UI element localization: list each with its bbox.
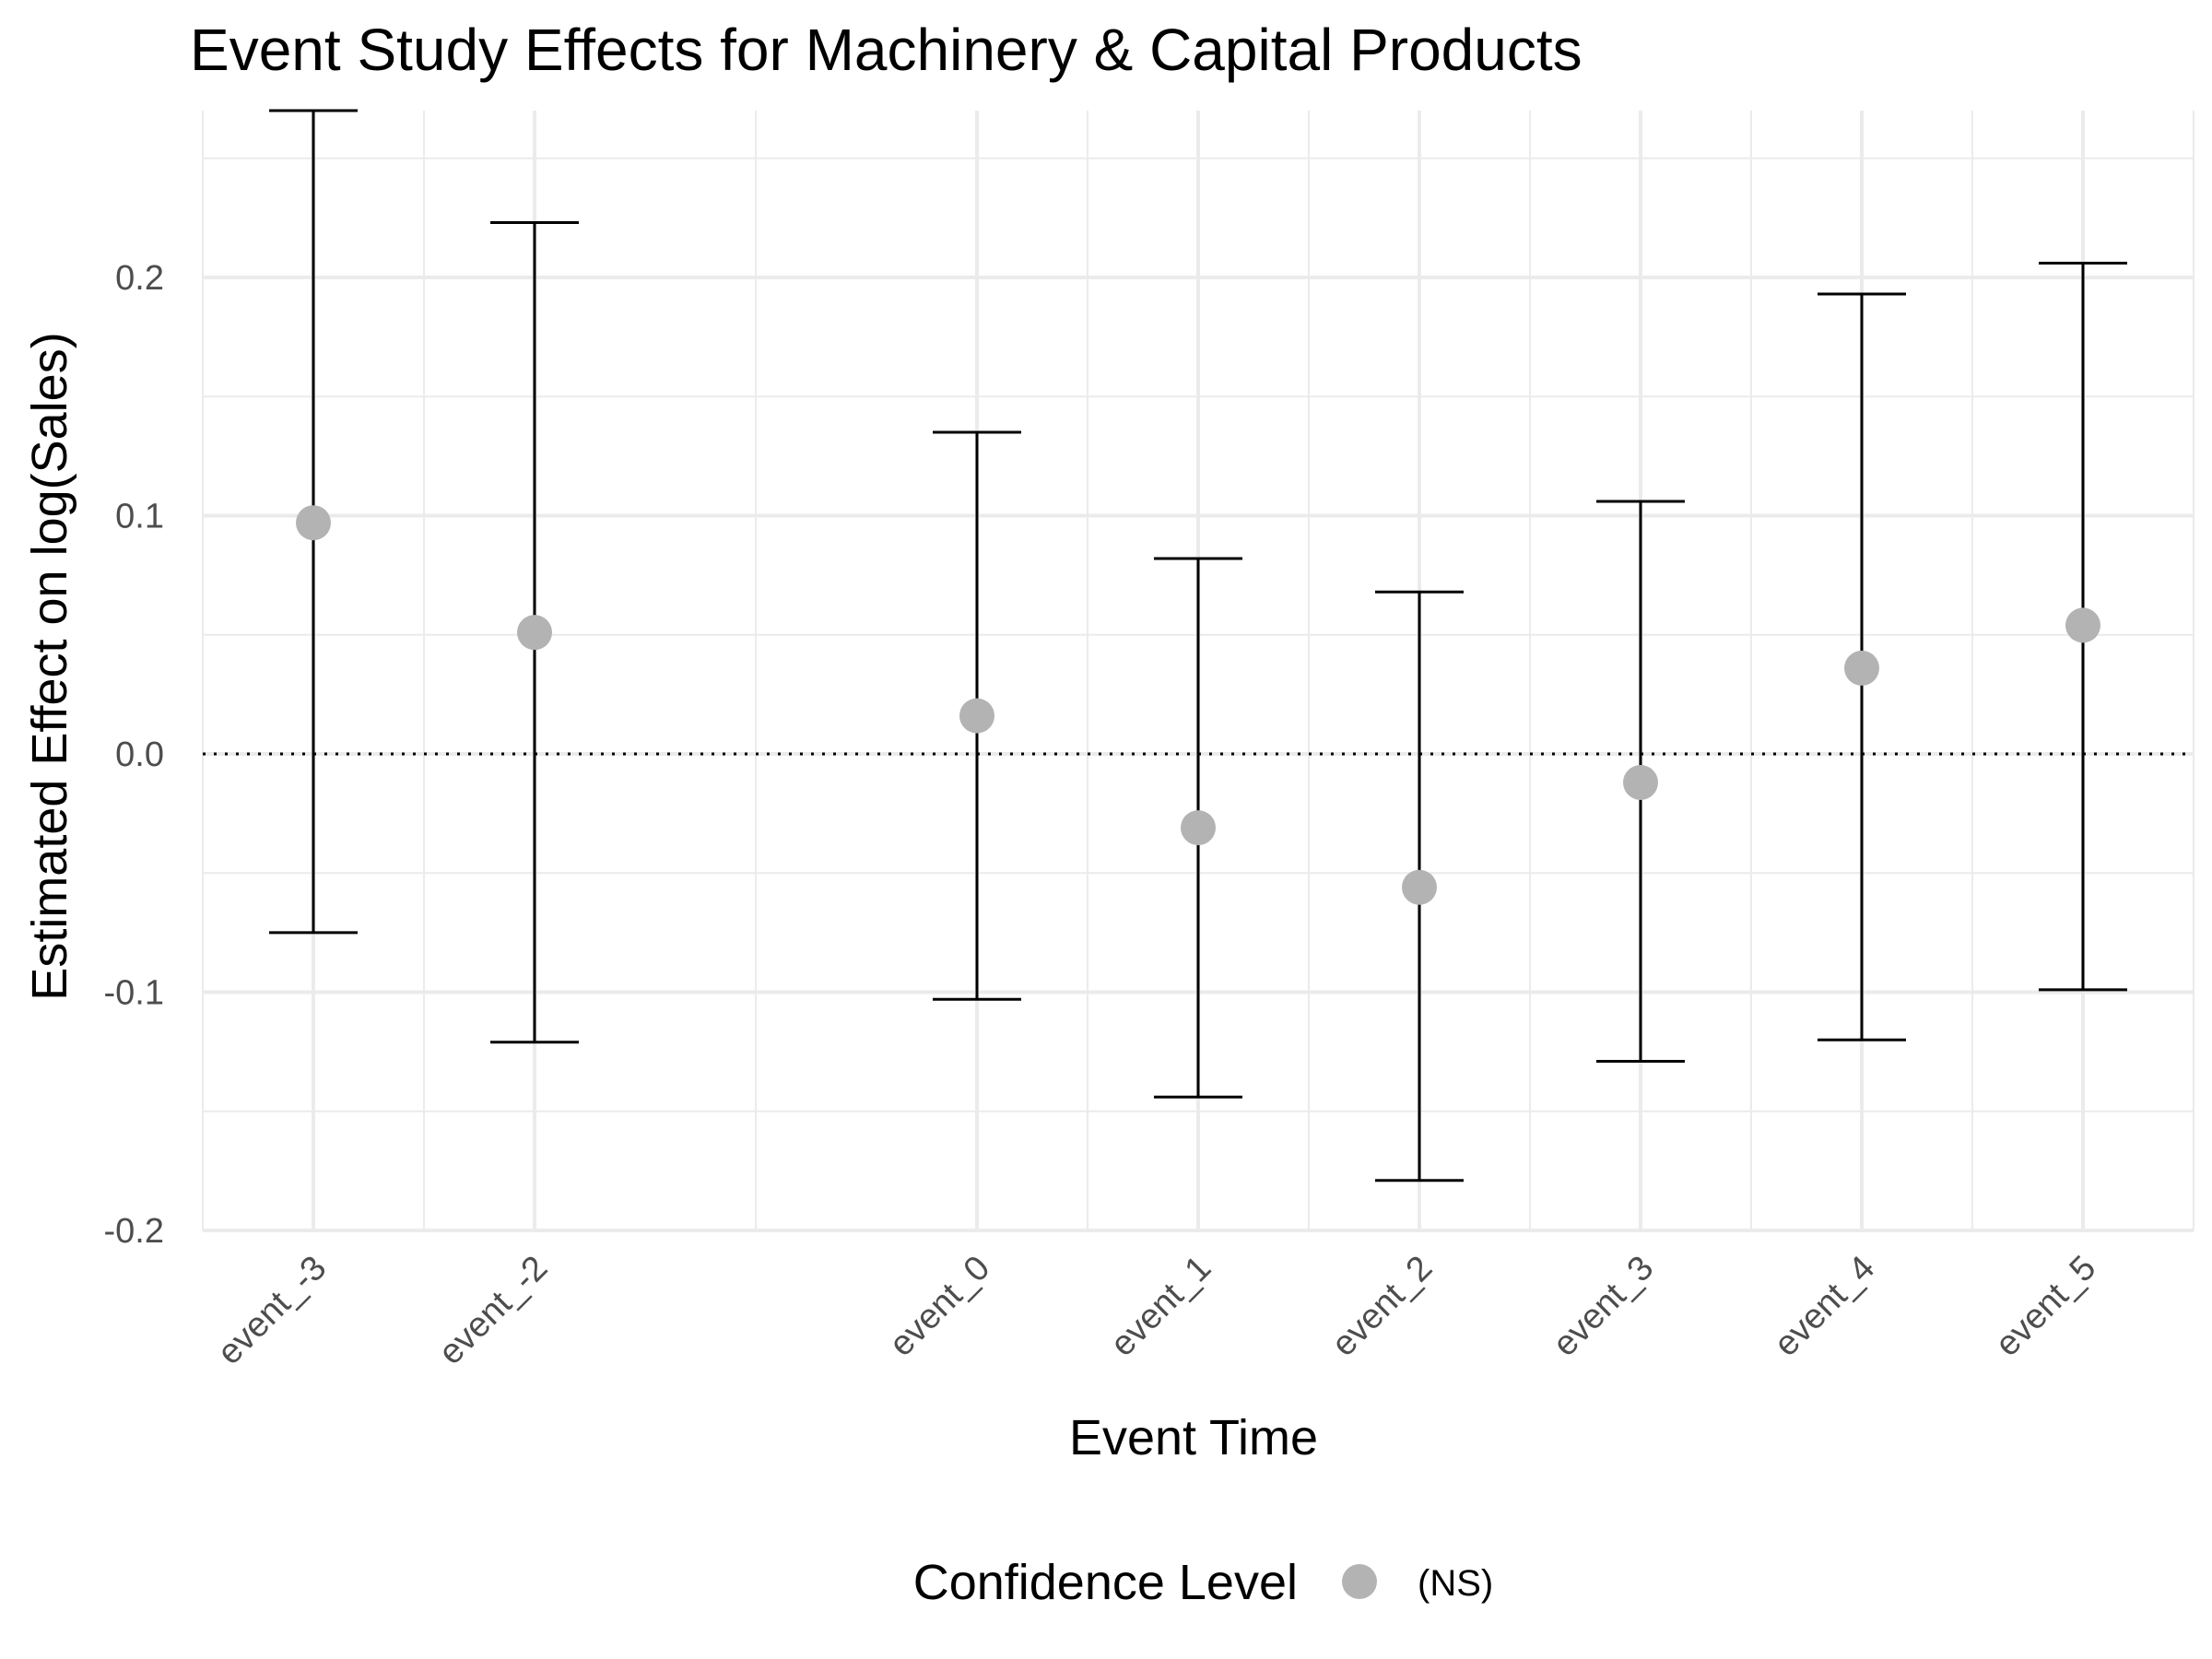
point-event_4 bbox=[1844, 650, 1879, 686]
point-event_2 bbox=[1402, 869, 1437, 905]
x-tick-label-event_5: event_5 bbox=[1988, 1249, 2103, 1364]
legend-label-ns: (NS) bbox=[1418, 1563, 1493, 1604]
x-tick-label-event_0: event_0 bbox=[882, 1249, 997, 1364]
point-estimates bbox=[296, 505, 2100, 905]
x-tick-label-event_-2: event_-2 bbox=[431, 1249, 555, 1372]
y-axis-ticks: -0.2 -0.1 0.0 0.1 0.2 bbox=[104, 259, 164, 1251]
y-tick-label: 0.2 bbox=[115, 259, 164, 298]
legend-key-dot bbox=[1342, 1564, 1377, 1599]
chart-title: Event Study Effects for Machinery & Capi… bbox=[190, 17, 1583, 83]
x-tick-label-event_4: event_4 bbox=[1767, 1249, 1882, 1364]
x-tick-label-event_-3: event_-3 bbox=[210, 1249, 334, 1372]
point-event_-2 bbox=[517, 615, 552, 651]
point-event_-3 bbox=[296, 505, 331, 541]
y-tick-label: -0.1 bbox=[104, 973, 164, 1012]
y-tick-label: 0.0 bbox=[115, 735, 164, 774]
legend: Confidence Level (NS) bbox=[913, 1555, 1494, 1610]
x-axis-ticks: event_-3 event_-2 event_0 event_1 event_2 eve… bbox=[210, 1249, 2103, 1372]
point-event_3 bbox=[1623, 765, 1658, 800]
x-tick-label-event_1: event_1 bbox=[1103, 1249, 1218, 1364]
point-event_5 bbox=[2065, 607, 2100, 643]
legend-title: Confidence Level bbox=[913, 1555, 1298, 1610]
point-event_0 bbox=[959, 698, 994, 734]
x-tick-label-event_3: event_3 bbox=[1546, 1249, 1661, 1364]
x-axis-title: Event Time bbox=[1069, 1410, 1318, 1465]
point-event_1 bbox=[1181, 810, 1216, 846]
y-axis-title: Estimated Effect on log(Sales) bbox=[22, 332, 77, 1000]
y-tick-label: -0.2 bbox=[104, 1212, 164, 1251]
x-tick-label-event_2: event_2 bbox=[1324, 1249, 1440, 1364]
y-tick-label: 0.1 bbox=[115, 497, 164, 535]
